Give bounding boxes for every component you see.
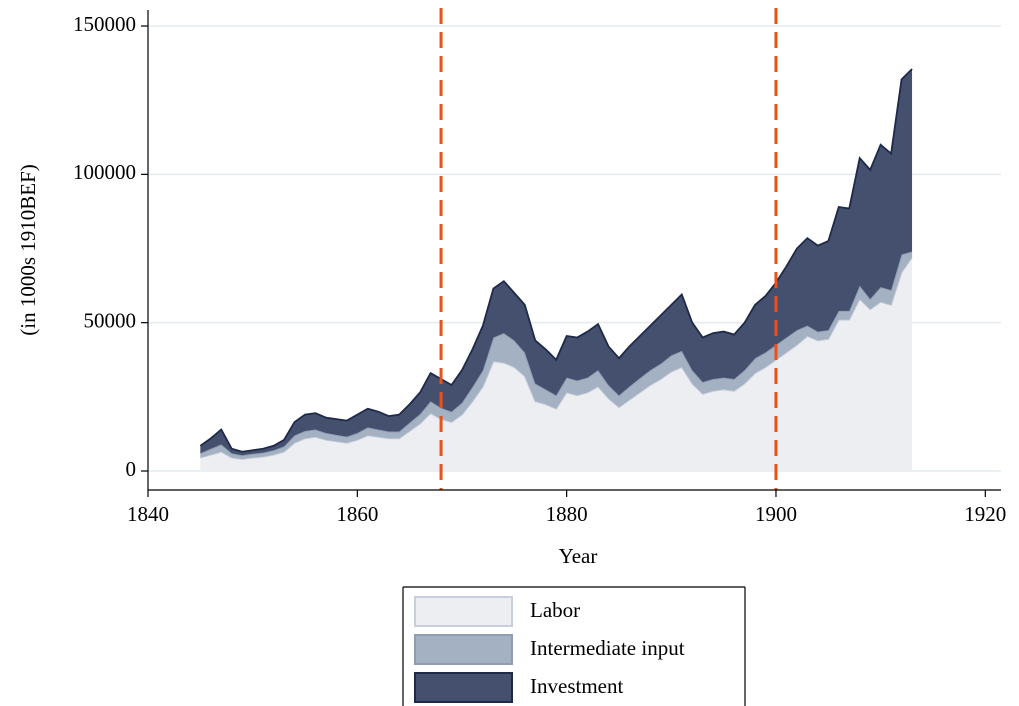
x-tick-label: 1860 bbox=[336, 502, 378, 526]
legend-label: Labor bbox=[530, 598, 580, 622]
area-line bbox=[199, 250, 913, 457]
x-tick-label: 1840 bbox=[127, 502, 169, 526]
y-tick-label: 50000 bbox=[84, 308, 137, 332]
y-tick-label: 100000 bbox=[73, 160, 136, 184]
x-axis-title: Year bbox=[559, 544, 598, 568]
legend-key bbox=[414, 634, 513, 665]
area-fill bbox=[200, 69, 913, 456]
area-fill bbox=[200, 257, 913, 472]
y-tick-label: 0 bbox=[126, 457, 137, 481]
x-tick-label: 1900 bbox=[755, 502, 797, 526]
area-fill bbox=[200, 251, 913, 460]
area-line bbox=[199, 68, 913, 453]
legend-key bbox=[414, 596, 513, 627]
x-tick-label: 1920 bbox=[964, 502, 1006, 526]
legend-key bbox=[414, 672, 513, 703]
y-tick-label: 150000 bbox=[73, 12, 136, 36]
x-tick-label: 1880 bbox=[546, 502, 588, 526]
legend-label: Investment bbox=[530, 674, 623, 698]
y-axis-title: (in 1000s 1910BEF) bbox=[16, 164, 40, 336]
legend-label: Intermediate input bbox=[530, 636, 685, 660]
